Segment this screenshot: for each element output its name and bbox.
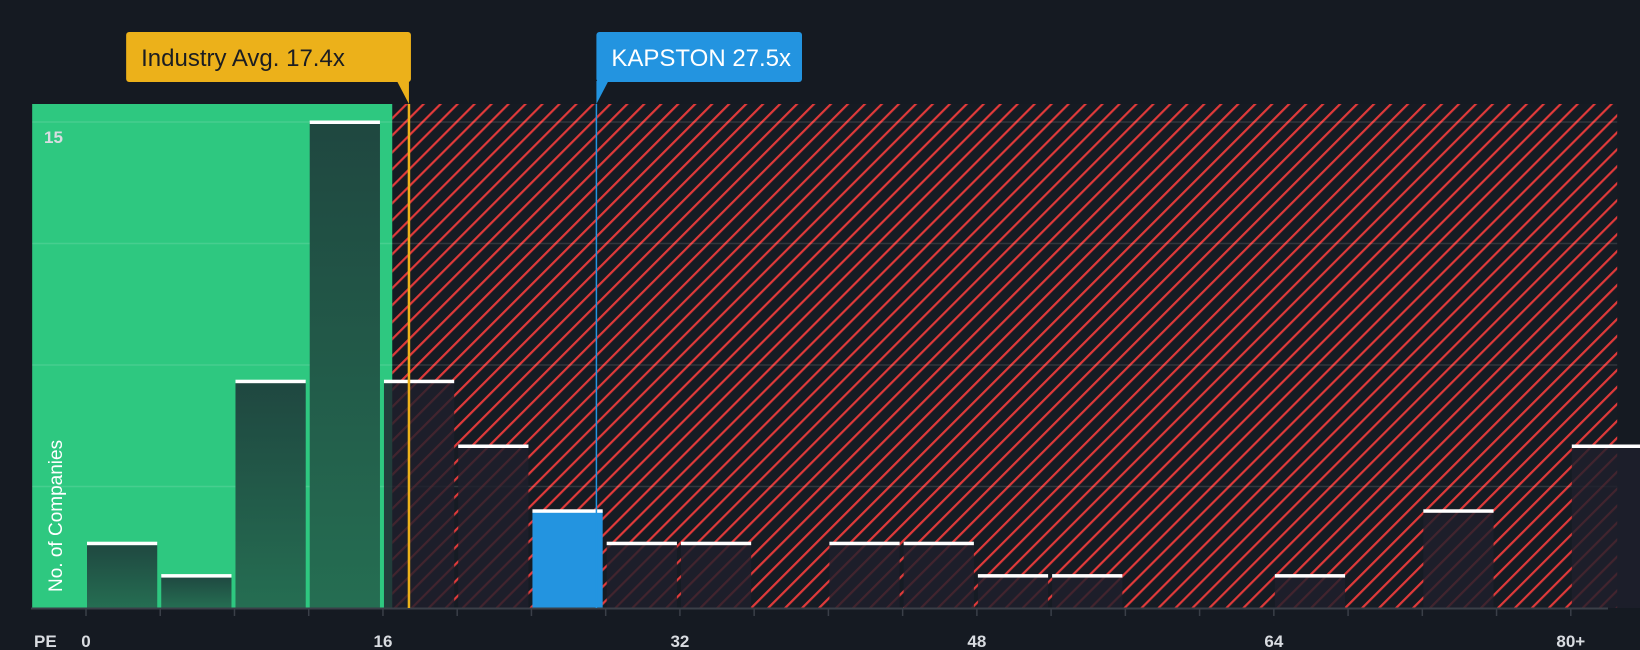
y-tick-15: 15 (44, 128, 63, 147)
bar-32-36[interactable] (680, 543, 752, 608)
bar-cap (829, 541, 900, 546)
bar-52-56[interactable] (1052, 575, 1123, 608)
company-callout (596, 32, 802, 82)
bar-cap (606, 541, 677, 546)
bar-cap (309, 120, 380, 124)
industry-avg-callout (126, 32, 411, 82)
x-tick-label: 0 (81, 632, 90, 650)
bar-28-32[interactable] (606, 543, 677, 608)
bar-cap (977, 574, 1049, 578)
bar-company-bin[interactable] (532, 510, 603, 608)
bar-cap (1423, 509, 1494, 513)
x-tick-label: 16 (373, 632, 392, 650)
bar-16-20[interactable] (383, 381, 455, 608)
company-pointer (596, 81, 609, 104)
bar-0-4[interactable] (87, 543, 158, 608)
bar-cap (87, 541, 158, 546)
bar-80+[interactable] (1571, 446, 1640, 608)
bar-cap (903, 541, 974, 546)
x-tick-label: 48 (967, 632, 986, 650)
bar-cap (458, 444, 529, 448)
bar-72-76[interactable] (1423, 510, 1494, 608)
bar-4-8[interactable] (161, 575, 232, 608)
x-tick-label: 64 (1264, 632, 1283, 650)
bar-44-48[interactable] (903, 543, 974, 608)
x-tick-label: 80+ (1556, 632, 1585, 650)
bar-cap (383, 379, 455, 384)
bar-64-68[interactable] (1274, 575, 1346, 608)
bar-cap (1571, 444, 1640, 448)
bar-cap (235, 379, 306, 384)
y-axis-label: No. of Companies (46, 440, 67, 592)
bar-cap (161, 574, 232, 578)
bar-12-16[interactable] (309, 122, 380, 608)
bar-cap (1052, 574, 1123, 578)
industry-avg-pointer (396, 81, 409, 104)
company-label: KAPSTON 27.5x (611, 45, 791, 72)
bar-8-12[interactable] (235, 381, 306, 608)
bar-cap (532, 509, 603, 513)
industry-avg-label: Industry Avg. 17.4x (141, 45, 345, 72)
bar-40-44[interactable] (829, 543, 900, 608)
x-axis-label: PE (34, 632, 57, 650)
bar-20-24[interactable] (458, 446, 529, 608)
x-tick-label: 32 (670, 632, 689, 650)
bar-48-52[interactable] (977, 575, 1049, 608)
bar-cap (1274, 574, 1346, 578)
bar-cap (680, 541, 752, 546)
